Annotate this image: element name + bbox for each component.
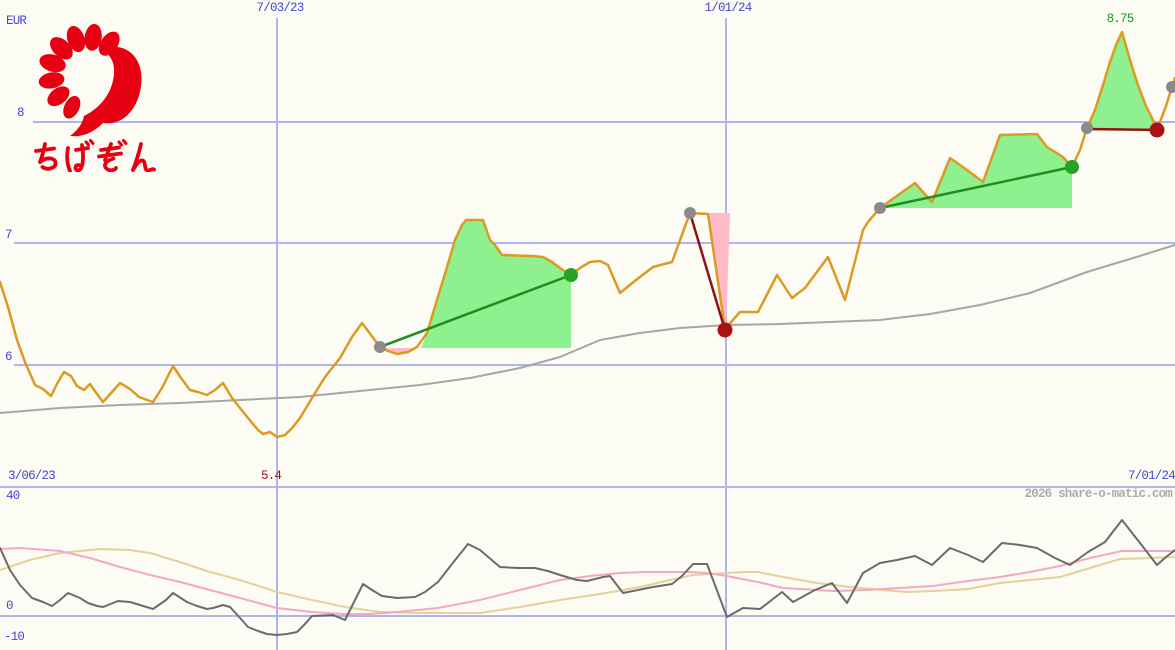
x-range-end-label: 7/01/24 <box>1128 469 1175 483</box>
y-tick-7: 7 <box>5 228 12 242</box>
watermark: 2026 share-o-matic.com <box>1024 487 1173 501</box>
logo-brand-text <box>34 139 156 173</box>
y-tick-8: 8 <box>17 106 24 120</box>
logo-flower-icon <box>34 23 156 173</box>
y-tick-6: 6 <box>5 350 12 364</box>
peak-price-label: 8.75 <box>1106 12 1135 26</box>
x-range-start-label: 3/06/23 <box>8 469 56 483</box>
osc-tick-neg10: -10 <box>4 630 25 644</box>
x-tick-top-jan24: 1/01/24 <box>704 1 753 15</box>
osc-tick-40: 40 <box>6 489 20 503</box>
x-tick-top-jul23: 7/03/23 <box>256 1 305 15</box>
currency-label: EUR <box>6 14 27 28</box>
min-price-label: 5.4 <box>261 469 282 483</box>
osc-tick-0: 0 <box>6 599 13 613</box>
chibagin-logo <box>26 22 176 173</box>
